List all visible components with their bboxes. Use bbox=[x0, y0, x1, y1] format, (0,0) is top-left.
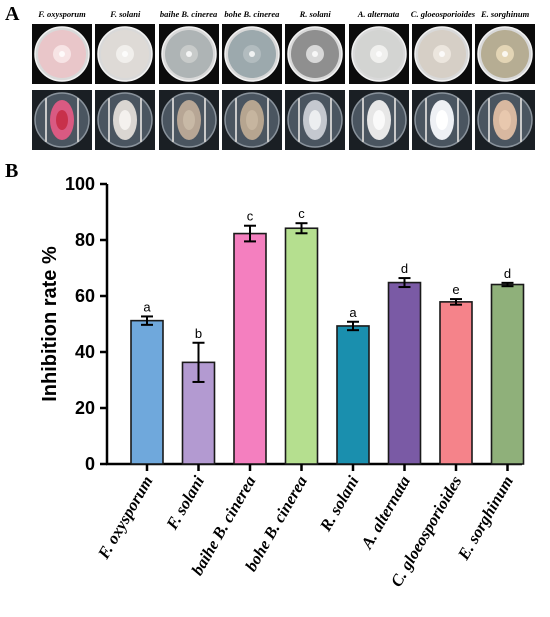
organism-label: C. gloeosporioides bbox=[410, 9, 476, 19]
significance-letter: e bbox=[452, 282, 459, 297]
x-tick-label: A. alternata bbox=[357, 473, 414, 553]
culture-plate-top bbox=[348, 24, 409, 84]
inhibition-bar-chart: Inhibition rate % 0 20 40 60 80 100 a F. oxyspor… bbox=[39, 174, 525, 590]
culture-plate-top bbox=[32, 24, 92, 84]
x-tick-label: F. oxysporum bbox=[93, 472, 156, 562]
dual-culture-plate bbox=[95, 90, 156, 150]
culture-plate-top bbox=[285, 24, 346, 84]
organism-label: baihe B. cinerea bbox=[159, 9, 218, 19]
culture-plate-top bbox=[475, 24, 536, 84]
x-tick-label: R. solani bbox=[315, 472, 362, 535]
significance-letter: d bbox=[504, 266, 511, 281]
y-axis-label: Inhibition rate % bbox=[39, 246, 61, 402]
y-tick-label: 60 bbox=[75, 286, 95, 306]
y-tick-label: 20 bbox=[75, 398, 95, 418]
organism-label: F. solani bbox=[110, 9, 141, 19]
organism-label: A. alternata bbox=[357, 9, 400, 19]
plate-images-panel: F. oxysporum F. solani baihe B. cinerea boh… bbox=[0, 0, 550, 160]
culture-plate-top bbox=[411, 24, 472, 84]
bar bbox=[233, 232, 267, 465]
bar bbox=[284, 227, 319, 465]
y-tick-label: 0 bbox=[85, 454, 95, 474]
significance-letter: d bbox=[401, 261, 408, 276]
dual-culture-plate bbox=[411, 90, 472, 150]
organism-label: E. sorghinum bbox=[480, 9, 530, 19]
y-tick-label: 80 bbox=[75, 230, 95, 250]
significance-letter: b bbox=[195, 326, 202, 341]
dual-culture-plate bbox=[221, 90, 282, 150]
dual-culture-plate bbox=[475, 90, 536, 150]
panel-b-letter: B bbox=[5, 160, 19, 182]
dual-culture-plate bbox=[285, 90, 346, 150]
bar bbox=[130, 319, 164, 465]
x-tick-label: F. solani bbox=[162, 472, 208, 533]
culture-plate-top bbox=[95, 24, 156, 84]
dual-culture-plate bbox=[348, 90, 409, 150]
significance-letter: c bbox=[298, 206, 305, 221]
culture-plate-top bbox=[221, 24, 282, 84]
panel-a-letter: A bbox=[5, 3, 20, 25]
organism-label: F. oxysporum bbox=[38, 9, 86, 19]
organism-label: bohe B. cinerea bbox=[224, 9, 280, 19]
y-tick-label: 40 bbox=[75, 342, 95, 362]
significance-letter: a bbox=[349, 305, 357, 320]
bar bbox=[490, 283, 525, 465]
y-tick-label: 100 bbox=[65, 174, 95, 194]
bar bbox=[336, 325, 370, 465]
organism-label: R. solani bbox=[299, 9, 331, 19]
culture-plate-top bbox=[158, 24, 219, 84]
bar bbox=[439, 301, 473, 465]
bar bbox=[387, 281, 422, 465]
dual-culture-plate bbox=[158, 90, 219, 150]
significance-letter: c bbox=[247, 209, 254, 224]
dual-culture-plate bbox=[32, 90, 92, 150]
significance-letter: a bbox=[143, 299, 151, 314]
